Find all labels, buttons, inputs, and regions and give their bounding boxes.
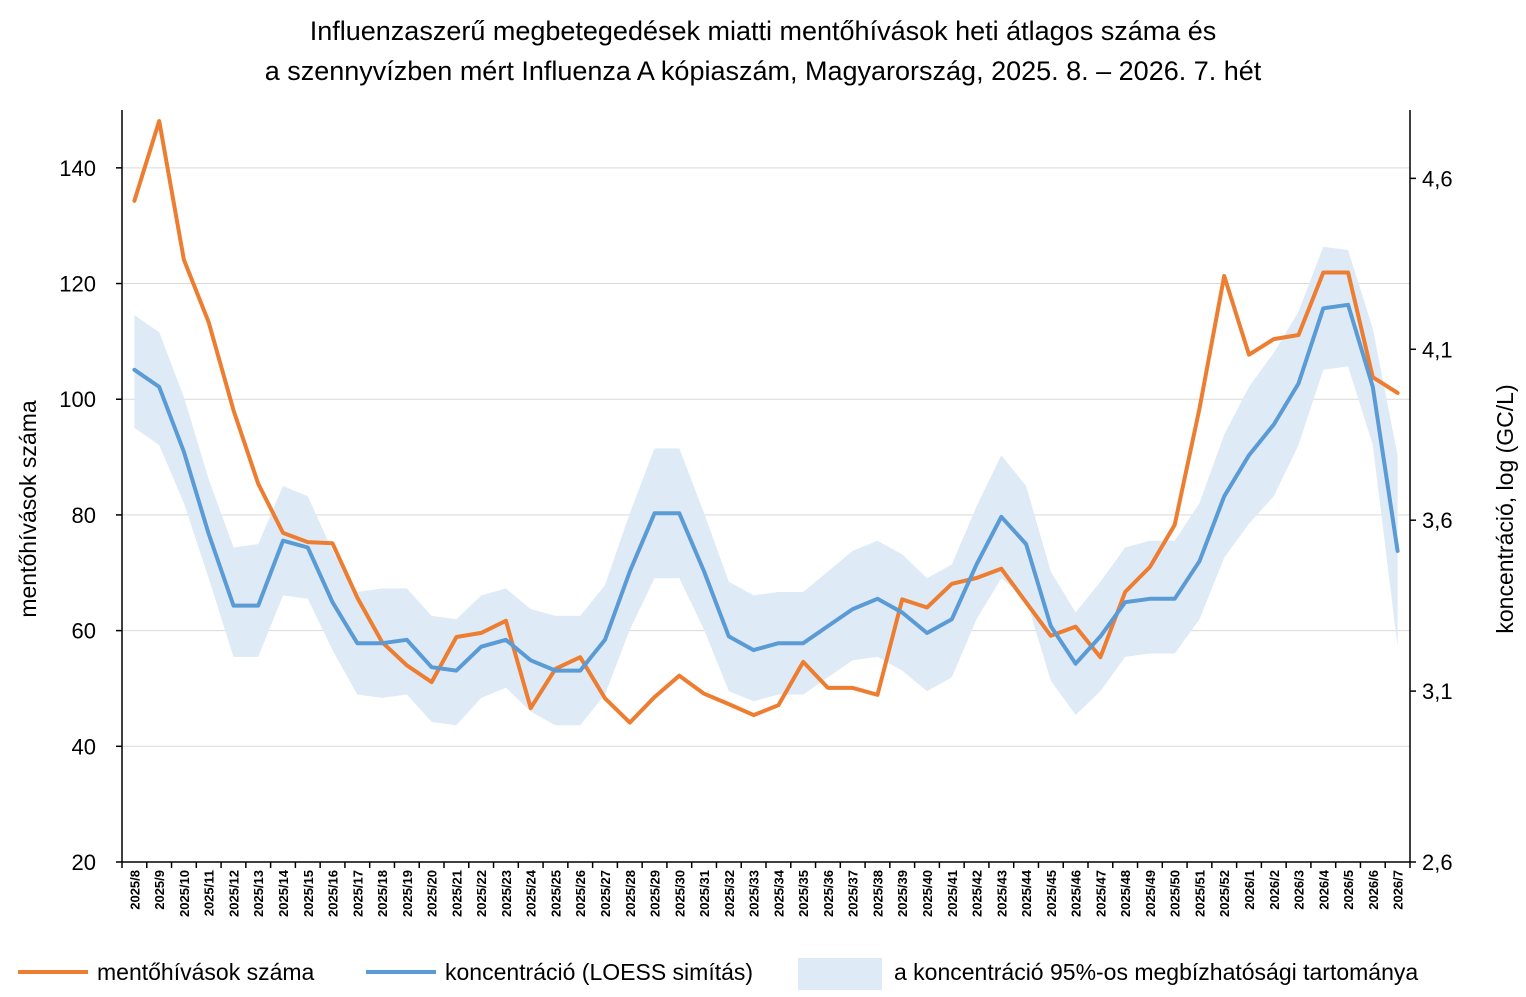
x-tick-label: 2025/30 — [672, 870, 687, 917]
x-tick-label: 2025/29 — [648, 870, 663, 917]
x-tick-label: 2025/18 — [375, 870, 390, 917]
x-tick-label: 2025/9 — [152, 870, 167, 910]
x-tick-label: 2025/42 — [970, 870, 985, 917]
x-tick-label: 2026/1 — [1242, 870, 1257, 910]
y-left-tick-label: 40 — [72, 734, 96, 759]
x-tick-label: 2025/39 — [895, 870, 910, 917]
x-tick-label: 2025/37 — [846, 870, 861, 917]
x-tick-label: 2025/41 — [945, 870, 960, 917]
y-left-tick-label: 120 — [59, 272, 96, 297]
y-right-tick-label: 4,1 — [1422, 337, 1453, 362]
x-tick-label: 2025/38 — [871, 870, 886, 917]
legend-swatch-band — [798, 958, 882, 990]
y-right-tick-label: 3,6 — [1422, 508, 1453, 533]
confidence-band — [134, 246, 1398, 726]
x-tick-label: 2025/43 — [994, 870, 1009, 917]
x-tick-label: 2025/10 — [177, 870, 192, 917]
x-tick-label: 2025/16 — [326, 870, 341, 917]
x-tick-label: 2025/14 — [276, 869, 291, 917]
x-tick-label: 2026/6 — [1366, 870, 1381, 910]
x-tick-label: 2025/26 — [573, 870, 588, 917]
legend-label-concentration: koncentráció (LOESS simítás) — [445, 959, 753, 985]
axes — [116, 110, 1416, 868]
x-tick-label: 2025/19 — [400, 870, 415, 917]
x-tick-label: 2025/48 — [1118, 870, 1133, 917]
x-tick-label: 2025/47 — [1093, 870, 1108, 917]
x-tick-label: 2025/21 — [449, 870, 464, 917]
x-tick-label: 2025/12 — [227, 870, 242, 917]
x-tick-label: 2025/40 — [920, 870, 935, 917]
x-tick-label: 2025/24 — [524, 869, 539, 917]
legend-label-calls: mentőhívások száma — [97, 959, 315, 985]
y-right-tick-label: 2,6 — [1422, 850, 1453, 875]
x-tick-label: 2025/50 — [1168, 870, 1183, 917]
x-tick-label: 2025/46 — [1069, 870, 1084, 917]
x-tick-label: 2025/44 — [1019, 869, 1034, 917]
x-tick-label: 2025/22 — [474, 870, 489, 917]
chart-title-line2: a szennyvízben mért Influenza A kópiaszá… — [265, 56, 1262, 86]
x-tick-label: 2025/52 — [1217, 870, 1232, 917]
x-tick-label: 2025/23 — [499, 870, 514, 917]
x-tick-label: 2025/8 — [127, 870, 142, 910]
y-left-tick-label: 60 — [72, 619, 96, 644]
x-tick-label: 2026/7 — [1391, 870, 1406, 910]
series-lines-group — [132, 119, 1400, 725]
x-tick-labels: 2025/8 2025/9 2025/10 2025/11 2025/12 2025/13… — [127, 869, 1405, 917]
x-tick-label: 2025/33 — [747, 870, 762, 917]
y-left-tick-label: 100 — [59, 387, 96, 412]
x-tick-label: 2025/11 — [202, 870, 217, 916]
legend: mentőhívások száma koncentráció (LOESS s… — [18, 958, 1418, 990]
y-right-tick-label: 3,1 — [1422, 679, 1453, 704]
x-tick-label: 2026/4 — [1316, 869, 1331, 910]
chart-title-line1: Influenzaszerű megbetegedések miatti men… — [310, 16, 1217, 46]
y-left-tick-labels: 20 40 60 80 100 120 140 — [59, 156, 96, 875]
x-tick-label: 2025/13 — [251, 870, 266, 917]
x-tick-label: 2026/2 — [1267, 870, 1282, 910]
x-tick-label: 2025/32 — [722, 870, 737, 917]
x-tick-label: 2025/15 — [301, 870, 316, 917]
series-line-concentration — [132, 302, 1400, 673]
x-tick-label: 2025/17 — [350, 870, 365, 917]
x-tick-label: 2025/36 — [821, 870, 836, 917]
x-tick-label: 2025/45 — [1044, 870, 1059, 917]
series-line-calls — [132, 119, 1400, 725]
x-tick-label: 2025/34 — [771, 869, 786, 917]
y-axis-left-label: mentőhívások száma — [15, 400, 41, 618]
x-tick-label: 2025/51 — [1193, 870, 1208, 917]
x-tick-label: 2025/35 — [796, 870, 811, 917]
x-tick-label: 2025/20 — [425, 870, 440, 917]
confidence-band-group — [134, 246, 1398, 726]
x-tick-label: 2025/31 — [697, 870, 712, 917]
x-tick-label: 2025/49 — [1143, 870, 1158, 917]
x-tick-label: 2025/25 — [549, 870, 564, 917]
x-tick-label: 2026/3 — [1292, 870, 1307, 910]
legend-label-band: a koncentráció 95%-os megbízhatósági tar… — [894, 959, 1418, 985]
x-tick-label: 2025/27 — [598, 870, 613, 917]
y-right-tick-label: 4,6 — [1422, 166, 1453, 191]
x-tick-label: 2026/5 — [1341, 870, 1356, 910]
y-left-tick-label: 80 — [72, 503, 96, 528]
x-tick-label: 2025/28 — [623, 870, 638, 917]
y-axis-right-label: koncentráció, log (GC/L) — [1492, 384, 1518, 633]
y-left-tick-label: 140 — [59, 156, 96, 181]
y-left-tick-label: 20 — [72, 850, 96, 875]
y-right-tick-labels: 2,6 3,1 3,6 4,1 4,6 — [1422, 166, 1453, 875]
